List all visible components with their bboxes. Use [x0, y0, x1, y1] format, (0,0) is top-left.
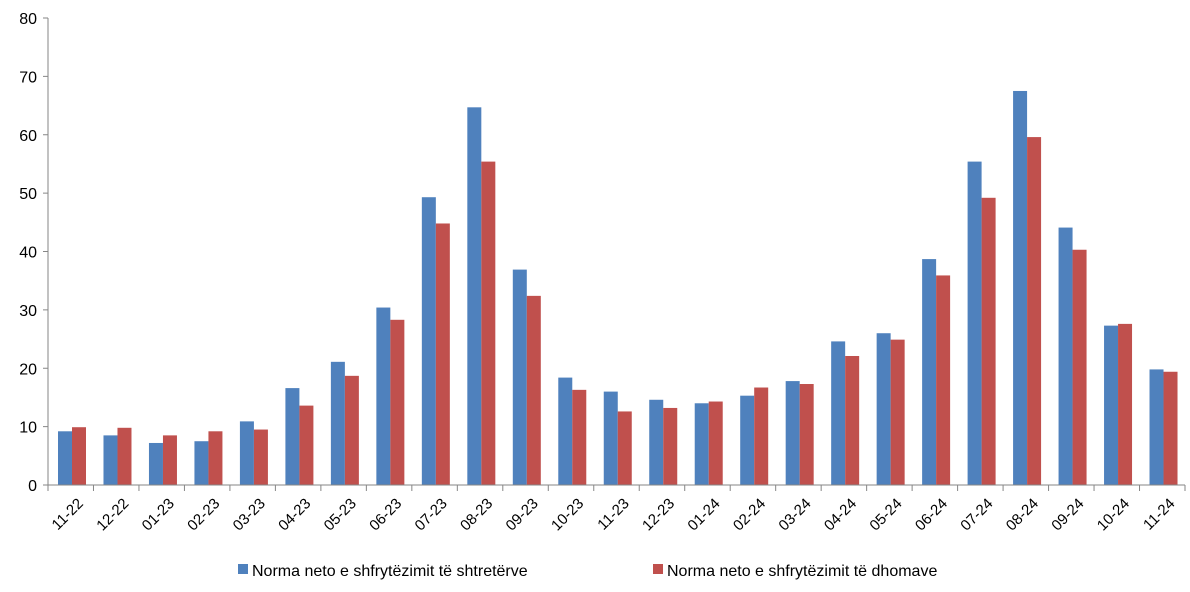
bar-beds-12-23 — [649, 399, 664, 485]
bar-rooms-11-24 — [1163, 371, 1178, 485]
x-tick-label: 07-24 — [957, 495, 996, 534]
y-tick-label: 80 — [19, 11, 37, 28]
x-tick-label: 05-23 — [321, 495, 360, 534]
x-axis-ticks: 11-22 12-22 01-23 02-23 03-23 04-23 05-23 06-23… — [47, 485, 1186, 534]
y-tick-label: 60 — [19, 128, 37, 145]
x-tick-label: 06-23 — [366, 495, 405, 534]
bar-beds-04-24 — [831, 341, 846, 485]
bar-beds-10-23 — [558, 377, 573, 485]
y-tick-label: 30 — [19, 303, 37, 320]
x-tick-label: 12-22 — [93, 495, 132, 534]
x-tick-label: 07-23 — [412, 495, 451, 534]
legend-swatch — [653, 564, 663, 574]
x-tick-label: 04-24 — [821, 495, 860, 534]
bar-rooms-05-24 — [890, 339, 905, 485]
x-tick-label: 01-24 — [684, 495, 723, 534]
x-tick-label: 09-23 — [503, 495, 542, 534]
bar-beds-01-24 — [694, 403, 709, 485]
bar-rooms-09-24 — [1072, 249, 1087, 485]
x-tick-label: 10-23 — [548, 495, 587, 534]
y-tick-label: 10 — [19, 420, 37, 437]
legend-swatch — [238, 564, 248, 574]
x-tick-label: 11-24 — [1140, 495, 1178, 533]
x-tick-label: 03-23 — [230, 495, 269, 534]
bar-beds-05-24 — [876, 333, 891, 485]
bar-rooms-07-23 — [435, 223, 450, 486]
x-tick-label: 08-23 — [457, 495, 496, 534]
bar-rooms-01-24 — [708, 401, 723, 485]
x-tick-label: 02-23 — [184, 495, 223, 534]
x-tick-label: 03-24 — [775, 495, 814, 534]
x-tick-label: 11-22 — [49, 495, 87, 533]
x-tick-label: 04-23 — [275, 495, 314, 534]
x-tick-label: 06-24 — [912, 495, 951, 534]
bar-rooms-02-24 — [754, 387, 769, 485]
legend-item-rooms: Norma neto e shfrytëzimit të dhomave — [653, 563, 937, 580]
x-tick-label: 11-23 — [594, 495, 632, 533]
legend-label: Norma neto e shfrytëzimit të dhomave — [667, 563, 937, 580]
bar-beds-06-24 — [922, 259, 937, 485]
bars-layer — [58, 90, 1178, 486]
bar-rooms-04-24 — [845, 355, 860, 485]
y-tick-label: 70 — [19, 69, 37, 86]
y-tick-label: 0 — [28, 478, 37, 495]
bar-beds-03-23 — [239, 421, 254, 485]
bar-beds-06-23 — [376, 307, 391, 485]
x-tick-label: 01-23 — [139, 495, 178, 534]
bar-beds-08-23 — [467, 107, 482, 485]
x-tick-label: 05-24 — [866, 495, 905, 534]
bar-rooms-12-23 — [663, 407, 678, 485]
bar-rooms-02-23 — [208, 431, 223, 485]
bar-beds-08-24 — [1013, 90, 1028, 485]
bar-rooms-06-23 — [390, 319, 405, 485]
x-tick-label: 10-24 — [1094, 495, 1133, 534]
bar-rooms-01-23 — [162, 435, 177, 485]
x-tick-label: 12-23 — [639, 495, 678, 534]
bar-rooms-10-23 — [572, 389, 587, 485]
bar-beds-04-23 — [285, 388, 300, 485]
bar-beds-11-22 — [58, 431, 72, 485]
legend-item-beds: Norma neto e shfrytëzimit të shtretërve — [238, 563, 528, 580]
bar-rooms-08-24 — [1027, 137, 1042, 485]
bar-beds-01-23 — [148, 442, 163, 485]
bar-beds-10-24 — [1104, 325, 1119, 485]
bar-beds-11-23 — [603, 391, 618, 485]
y-axis-ticks: 0 10 20 30 40 50 60 70 80 — [19, 11, 48, 495]
bar-rooms-11-22 — [72, 427, 86, 485]
bar-rooms-05-23 — [344, 375, 359, 485]
y-tick-label: 40 — [19, 245, 37, 262]
bar-rooms-08-23 — [481, 161, 496, 486]
bar-rooms-09-23 — [526, 295, 541, 485]
y-tick-label: 50 — [19, 186, 37, 203]
bar-beds-05-23 — [330, 361, 345, 485]
bar-beds-12-22 — [103, 435, 118, 485]
x-tick-label: 09-24 — [1048, 495, 1087, 534]
bar-rooms-10-24 — [1118, 323, 1133, 485]
bar-beds-02-23 — [194, 441, 209, 485]
y-tick-label: 20 — [19, 361, 37, 378]
bar-beds-09-24 — [1058, 227, 1073, 485]
bar-rooms-06-24 — [936, 275, 951, 485]
bar-rooms-11-23 — [617, 411, 632, 485]
legend: Norma neto e shfrytëzimit të shtretërve N… — [238, 563, 937, 580]
bar-beds-07-23 — [421, 197, 436, 485]
bar-rooms-03-23 — [253, 429, 268, 485]
legend-label: Norma neto e shfrytëzimit të shtretërve — [252, 563, 528, 580]
bar-rooms-03-24 — [799, 384, 814, 485]
bar-beds-07-24 — [967, 161, 982, 486]
bar-beds-02-24 — [740, 395, 755, 485]
bar-beds-03-24 — [785, 381, 800, 485]
x-tick-label: 02-24 — [730, 495, 769, 534]
bar-rooms-07-24 — [981, 197, 996, 486]
bar-beds-09-23 — [512, 269, 527, 485]
bar-beds-11-24 — [1149, 369, 1164, 485]
bar-rooms-04-23 — [299, 405, 314, 485]
bar-rooms-12-22 — [117, 427, 132, 485]
x-tick-label: 08-24 — [1003, 495, 1042, 534]
